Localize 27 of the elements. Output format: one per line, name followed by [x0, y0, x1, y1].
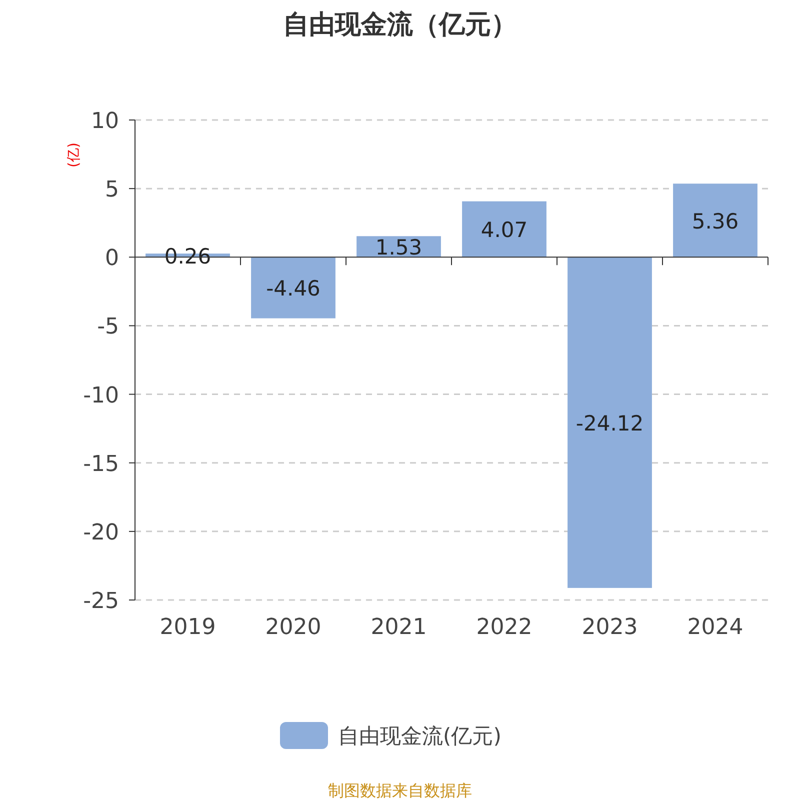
bar	[568, 257, 652, 588]
x-tick-label: 2020	[265, 615, 322, 640]
y-tick-label: 0	[105, 246, 119, 272]
y-tick-label: -25	[83, 589, 119, 614]
data-label: 4.07	[480, 218, 528, 242]
data-label: 5.36	[692, 209, 739, 234]
data-label: -24.12	[576, 412, 644, 436]
x-tick-label: 2024	[687, 615, 744, 640]
x-tick-label: 2021	[370, 615, 427, 640]
x-tick-label: 2023	[582, 615, 638, 640]
x-tick-label: 2022	[476, 615, 532, 640]
bar	[673, 184, 758, 258]
y-tick-label: -5	[97, 314, 119, 340]
y-tick-label: -15	[83, 452, 119, 477]
y-tick-label: -10	[83, 383, 119, 408]
bar	[251, 257, 336, 318]
data-label: -4.46	[266, 276, 320, 301]
bar	[462, 201, 546, 258]
chart-title: 自由现金流（亿元）	[283, 10, 517, 40]
data-label: 1.53	[375, 236, 422, 260]
y-tick-label: -20	[83, 520, 119, 546]
x-tick-label: 2019	[160, 615, 216, 640]
legend-label: 自由现金流(亿元)	[338, 724, 502, 748]
y-axis-title: (亿)	[66, 142, 82, 168]
y-tick-label: 5	[105, 178, 119, 203]
y-tick-label: 10	[91, 109, 119, 134]
text: 制图数据来自数据库	[328, 781, 472, 800]
